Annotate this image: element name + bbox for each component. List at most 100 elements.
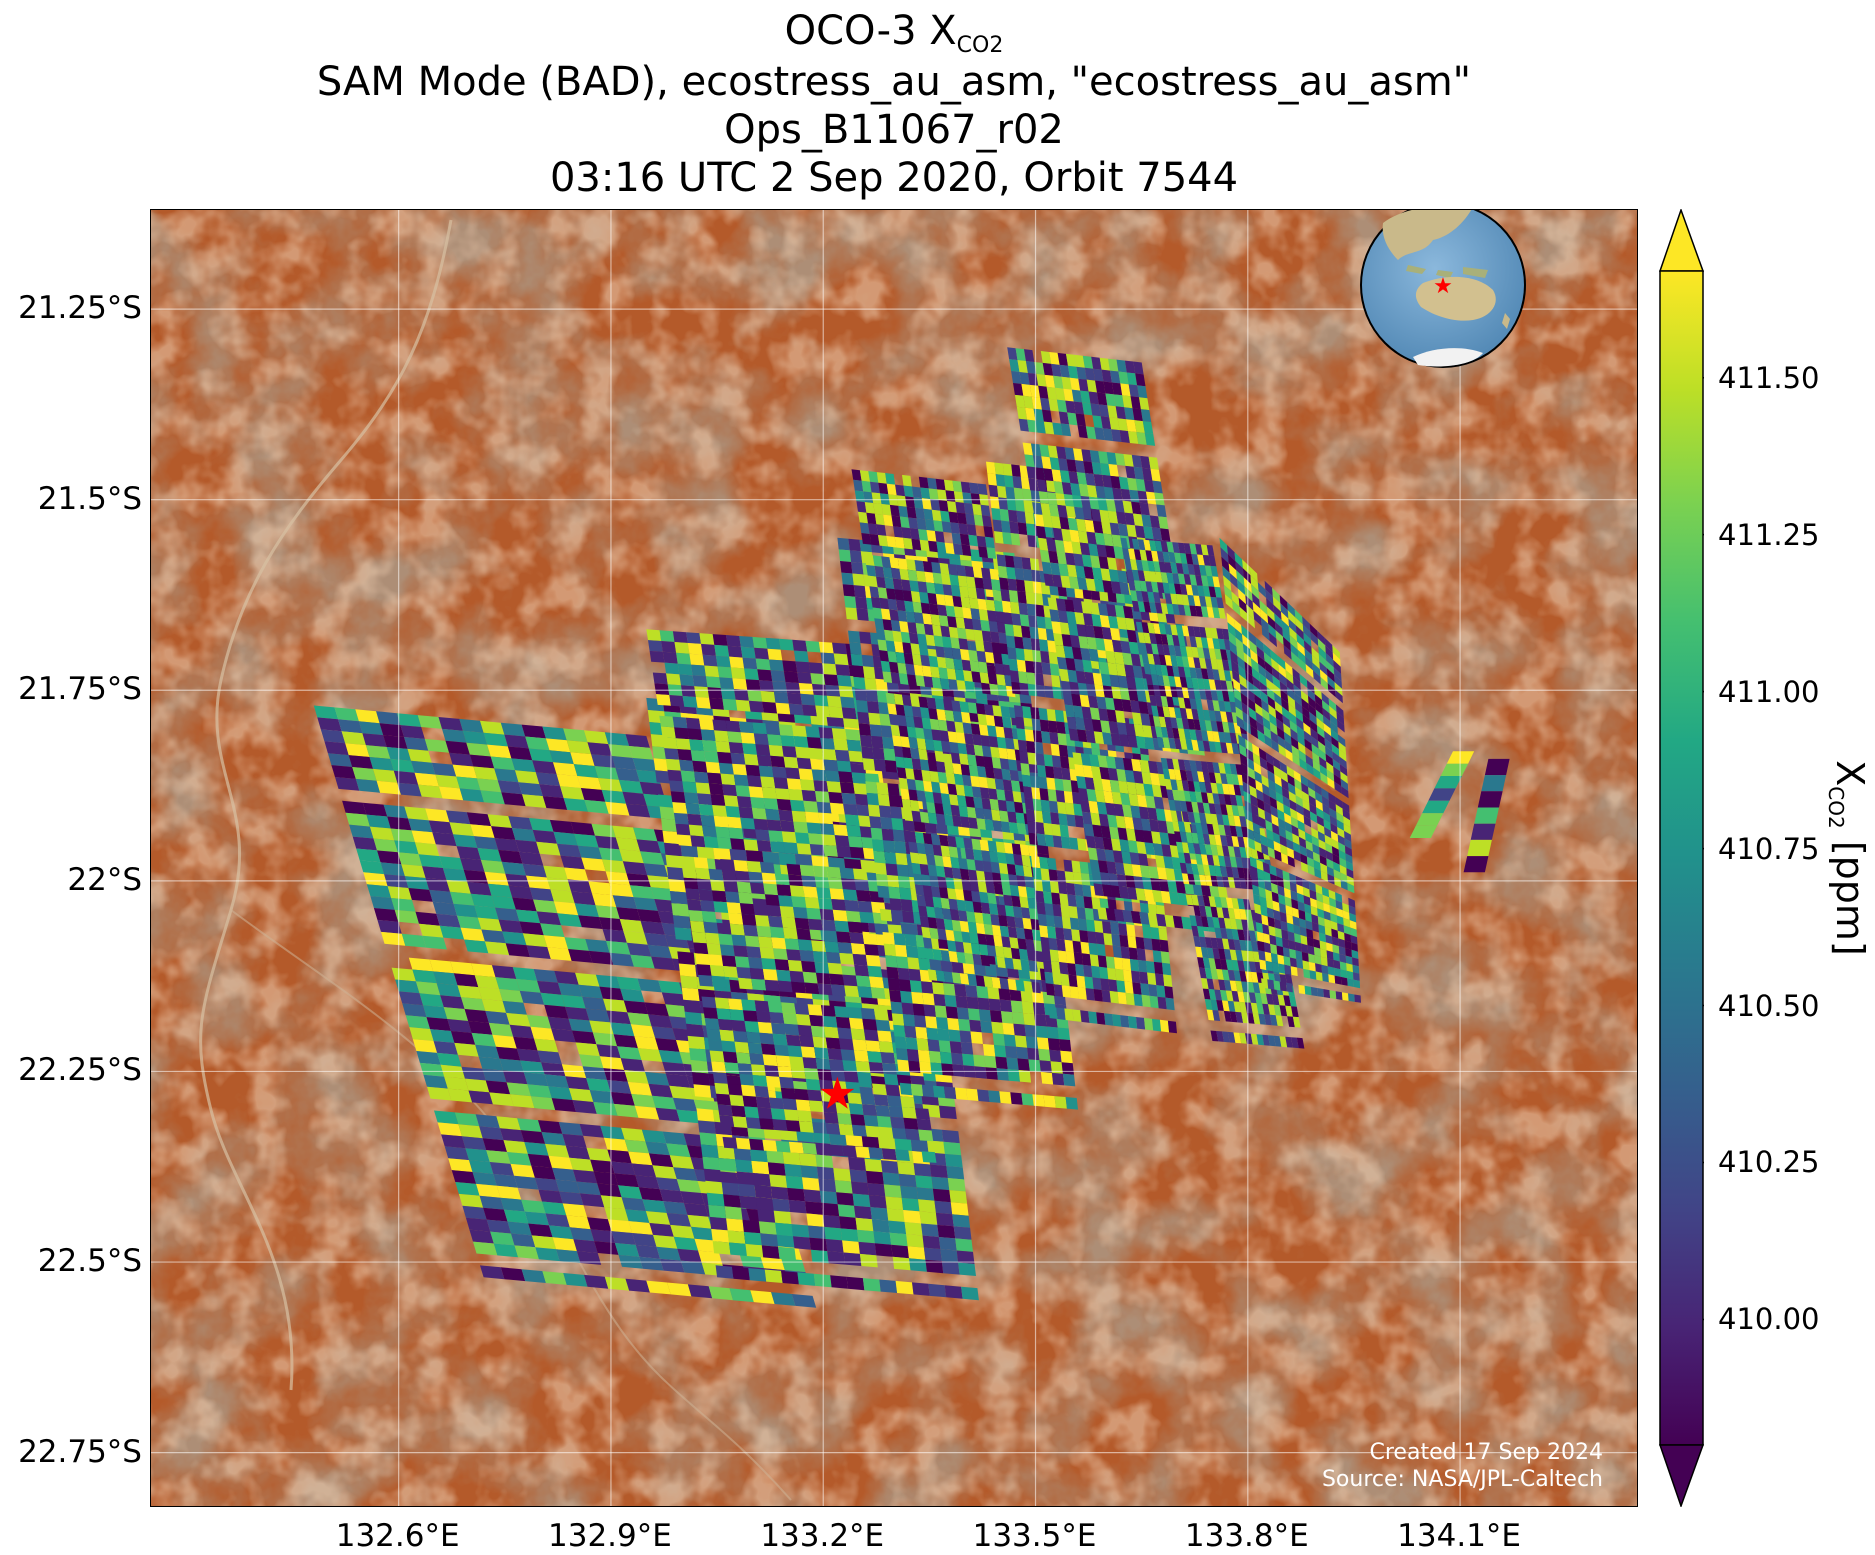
xco2-cell xyxy=(923,780,933,793)
xco2-cell xyxy=(461,1136,487,1151)
xco2-cell xyxy=(990,746,1000,759)
xco2-cell xyxy=(1141,591,1150,603)
xco2-cell xyxy=(1202,585,1211,597)
xco2-cell xyxy=(1093,626,1104,639)
xco2-cell xyxy=(627,1012,652,1027)
xco2-cell xyxy=(853,1050,869,1062)
xco2-cell xyxy=(706,943,722,956)
xco2-cell xyxy=(816,1166,835,1181)
xco2-cell xyxy=(489,1092,514,1107)
xco2-cell xyxy=(950,637,960,649)
xco2-cell xyxy=(951,648,962,660)
xco2-cell xyxy=(918,853,928,865)
xco2-cell xyxy=(1021,557,1032,570)
xco2-cell xyxy=(1136,794,1148,808)
xco2-cell xyxy=(776,884,792,897)
xco2-cell xyxy=(543,935,569,949)
xco2-cell xyxy=(617,1046,642,1060)
xco2-cell xyxy=(791,896,807,908)
xco2-cell xyxy=(626,803,651,818)
xco2-cell xyxy=(977,933,987,945)
xco2-cell xyxy=(725,805,741,818)
xco2-cell xyxy=(390,758,415,773)
xco2-cell xyxy=(1107,405,1118,419)
xco2-cell xyxy=(829,1059,844,1071)
xco2-cell xyxy=(948,511,959,524)
xco2-cell xyxy=(737,796,752,808)
xco2-cell xyxy=(724,1206,743,1220)
xco2-cell xyxy=(522,933,548,948)
xco2-cell xyxy=(604,1207,629,1222)
xco2-cell xyxy=(1134,677,1145,691)
xco2-cell xyxy=(1016,406,1028,420)
xco2-cell xyxy=(912,1003,925,1016)
xco2-cell xyxy=(904,600,914,613)
xco2-cell xyxy=(522,863,547,878)
xco2-cell xyxy=(1143,632,1152,644)
xco2-cell xyxy=(649,1153,674,1168)
xco2-cell xyxy=(839,782,855,794)
xco2-cell xyxy=(908,968,921,982)
xco2-cell xyxy=(774,959,790,971)
xco2-cell xyxy=(507,746,533,761)
map-panel[interactable]: ★ ★ xyxy=(150,209,1638,1507)
xco2-cell xyxy=(1048,1006,1058,1019)
xco2-cell xyxy=(986,945,997,957)
xco2-cell xyxy=(1040,503,1051,516)
xco2-cell xyxy=(1020,989,1033,1003)
xco2-cell xyxy=(864,554,875,566)
xco2-cell xyxy=(626,873,651,888)
xco2-cell xyxy=(687,1035,706,1050)
xco2-cell xyxy=(815,1154,834,1168)
xco2-cell xyxy=(958,858,968,870)
xco2-cell xyxy=(1164,686,1173,697)
xco2-cell xyxy=(776,969,792,982)
xco2-cell xyxy=(560,855,585,870)
xco2-cell xyxy=(479,1195,504,1210)
xco2-cell xyxy=(711,890,727,903)
xco2-cell xyxy=(987,987,1000,1000)
xco2-cell xyxy=(565,1076,590,1090)
xco2-cell xyxy=(966,1088,979,1101)
xco2-cell xyxy=(734,956,750,968)
xco2-cell xyxy=(542,726,567,741)
xco2-cell xyxy=(1083,566,1094,580)
xco2-cell xyxy=(1122,500,1133,514)
title-line-2: SAM Mode (BAD), ecostress_au_asm, "ecost… xyxy=(316,59,1472,105)
xco2-cell xyxy=(1142,421,1154,434)
xco2-cell xyxy=(530,1026,555,1041)
xco2-cell xyxy=(826,695,842,708)
xco2-cell xyxy=(1156,867,1168,880)
xco2-cell xyxy=(739,636,755,648)
xco2-cell xyxy=(526,875,551,890)
xco2-cell xyxy=(1034,741,1044,755)
xco2-cell xyxy=(690,750,706,762)
xco2-cell xyxy=(1069,529,1080,543)
xco2-cell xyxy=(1047,926,1057,939)
xco2-cell xyxy=(1083,964,1093,978)
xco2-cell xyxy=(418,784,443,799)
xco2-cell xyxy=(1108,464,1119,477)
xco2-cell xyxy=(812,1130,831,1144)
xco2-cell xyxy=(1013,1023,1026,1037)
xco2-cell xyxy=(496,1185,522,1200)
xco2-cell xyxy=(439,856,464,870)
xco2-cell xyxy=(958,1018,971,1032)
xco2-cell xyxy=(1003,894,1013,907)
xco2-cell xyxy=(824,1226,843,1241)
xco2-cell xyxy=(848,1103,864,1115)
xco2-cell xyxy=(941,1063,954,1076)
xco2-cell xyxy=(362,733,387,747)
xco2-cell xyxy=(668,879,687,893)
xco2-cell xyxy=(1027,535,1037,548)
xco2-cell xyxy=(540,992,565,1007)
xco2-cell xyxy=(526,1014,552,1029)
xco2-cell xyxy=(431,762,457,777)
xco2-cell xyxy=(993,883,1004,895)
xco2-cell xyxy=(716,1093,731,1106)
xco2-cell xyxy=(824,941,840,953)
xco2-cell xyxy=(689,739,704,751)
xco2-cell xyxy=(1132,665,1143,679)
xco2-cell xyxy=(1063,859,1073,873)
xco2-cell xyxy=(438,786,464,801)
